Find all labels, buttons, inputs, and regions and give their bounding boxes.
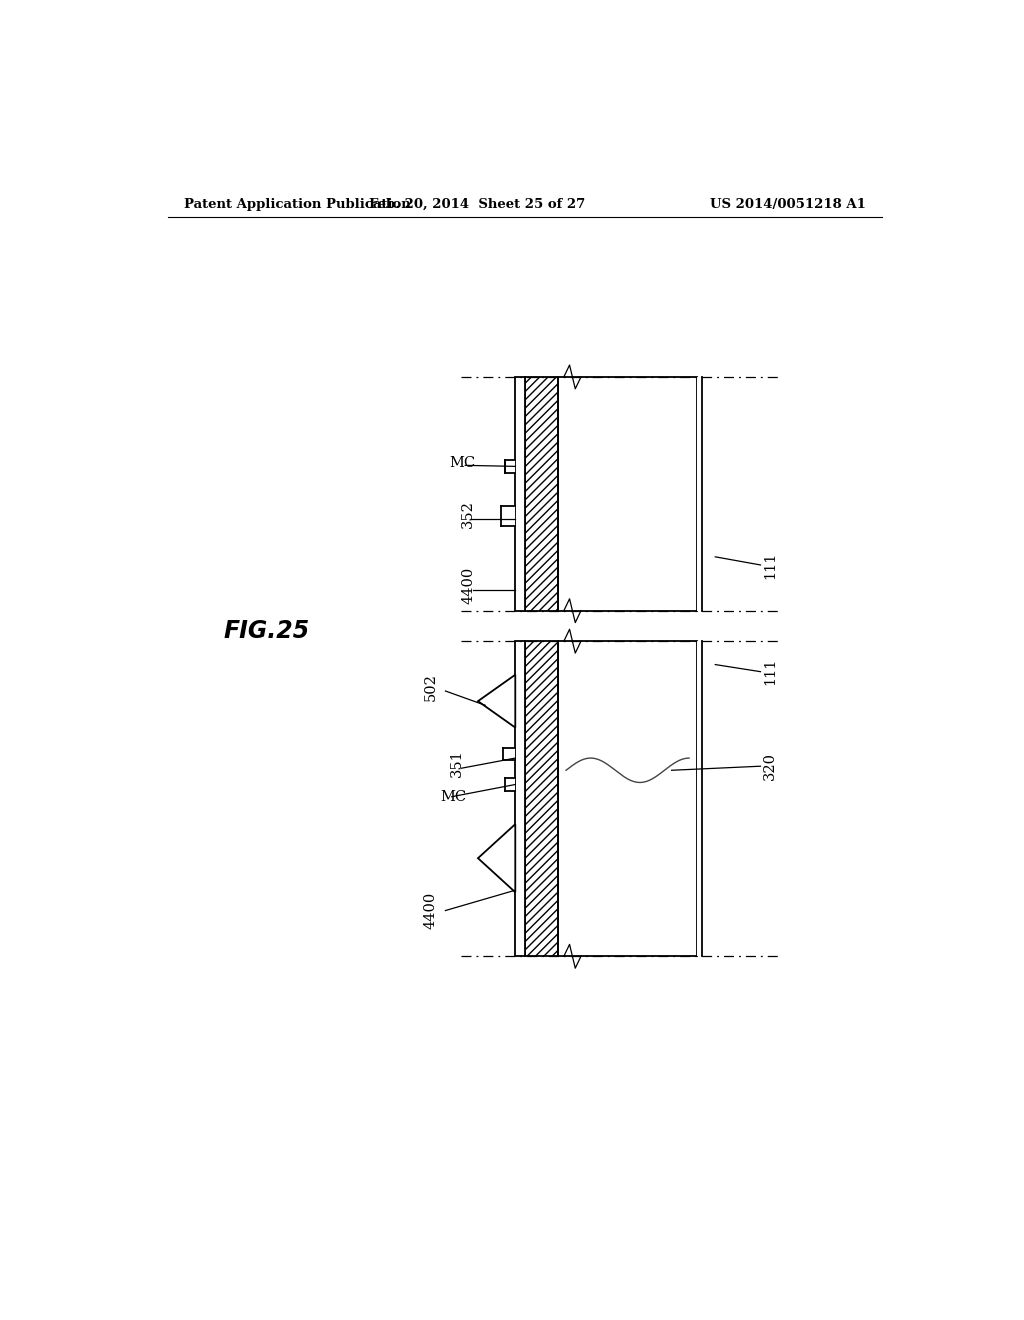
Text: Patent Application Publication: Patent Application Publication xyxy=(183,198,411,211)
Polygon shape xyxy=(478,824,515,892)
Text: 320: 320 xyxy=(763,752,777,780)
Bar xyxy=(515,642,524,956)
Bar xyxy=(524,378,558,611)
Polygon shape xyxy=(478,675,515,727)
Text: 111: 111 xyxy=(763,552,777,578)
Text: MC: MC xyxy=(440,789,466,804)
Bar xyxy=(501,506,515,527)
Text: MC: MC xyxy=(450,457,475,470)
Text: Feb. 20, 2014  Sheet 25 of 27: Feb. 20, 2014 Sheet 25 of 27 xyxy=(369,198,586,211)
Bar xyxy=(524,642,558,956)
Bar xyxy=(505,779,515,791)
Bar xyxy=(558,378,697,611)
Bar xyxy=(505,461,515,474)
Bar xyxy=(503,748,515,760)
Text: 111: 111 xyxy=(763,657,777,685)
Text: 4400: 4400 xyxy=(461,566,475,605)
Text: 352: 352 xyxy=(461,500,475,528)
Text: US 2014/0051218 A1: US 2014/0051218 A1 xyxy=(711,198,866,211)
Bar xyxy=(697,642,701,956)
Bar xyxy=(515,378,524,611)
Text: 502: 502 xyxy=(424,673,437,701)
Text: FIG.25: FIG.25 xyxy=(224,619,310,643)
Text: 4400: 4400 xyxy=(424,892,437,929)
Bar xyxy=(558,642,697,956)
Bar xyxy=(558,642,697,956)
Text: 351: 351 xyxy=(450,750,464,777)
Bar xyxy=(697,378,701,611)
Bar xyxy=(558,378,697,611)
